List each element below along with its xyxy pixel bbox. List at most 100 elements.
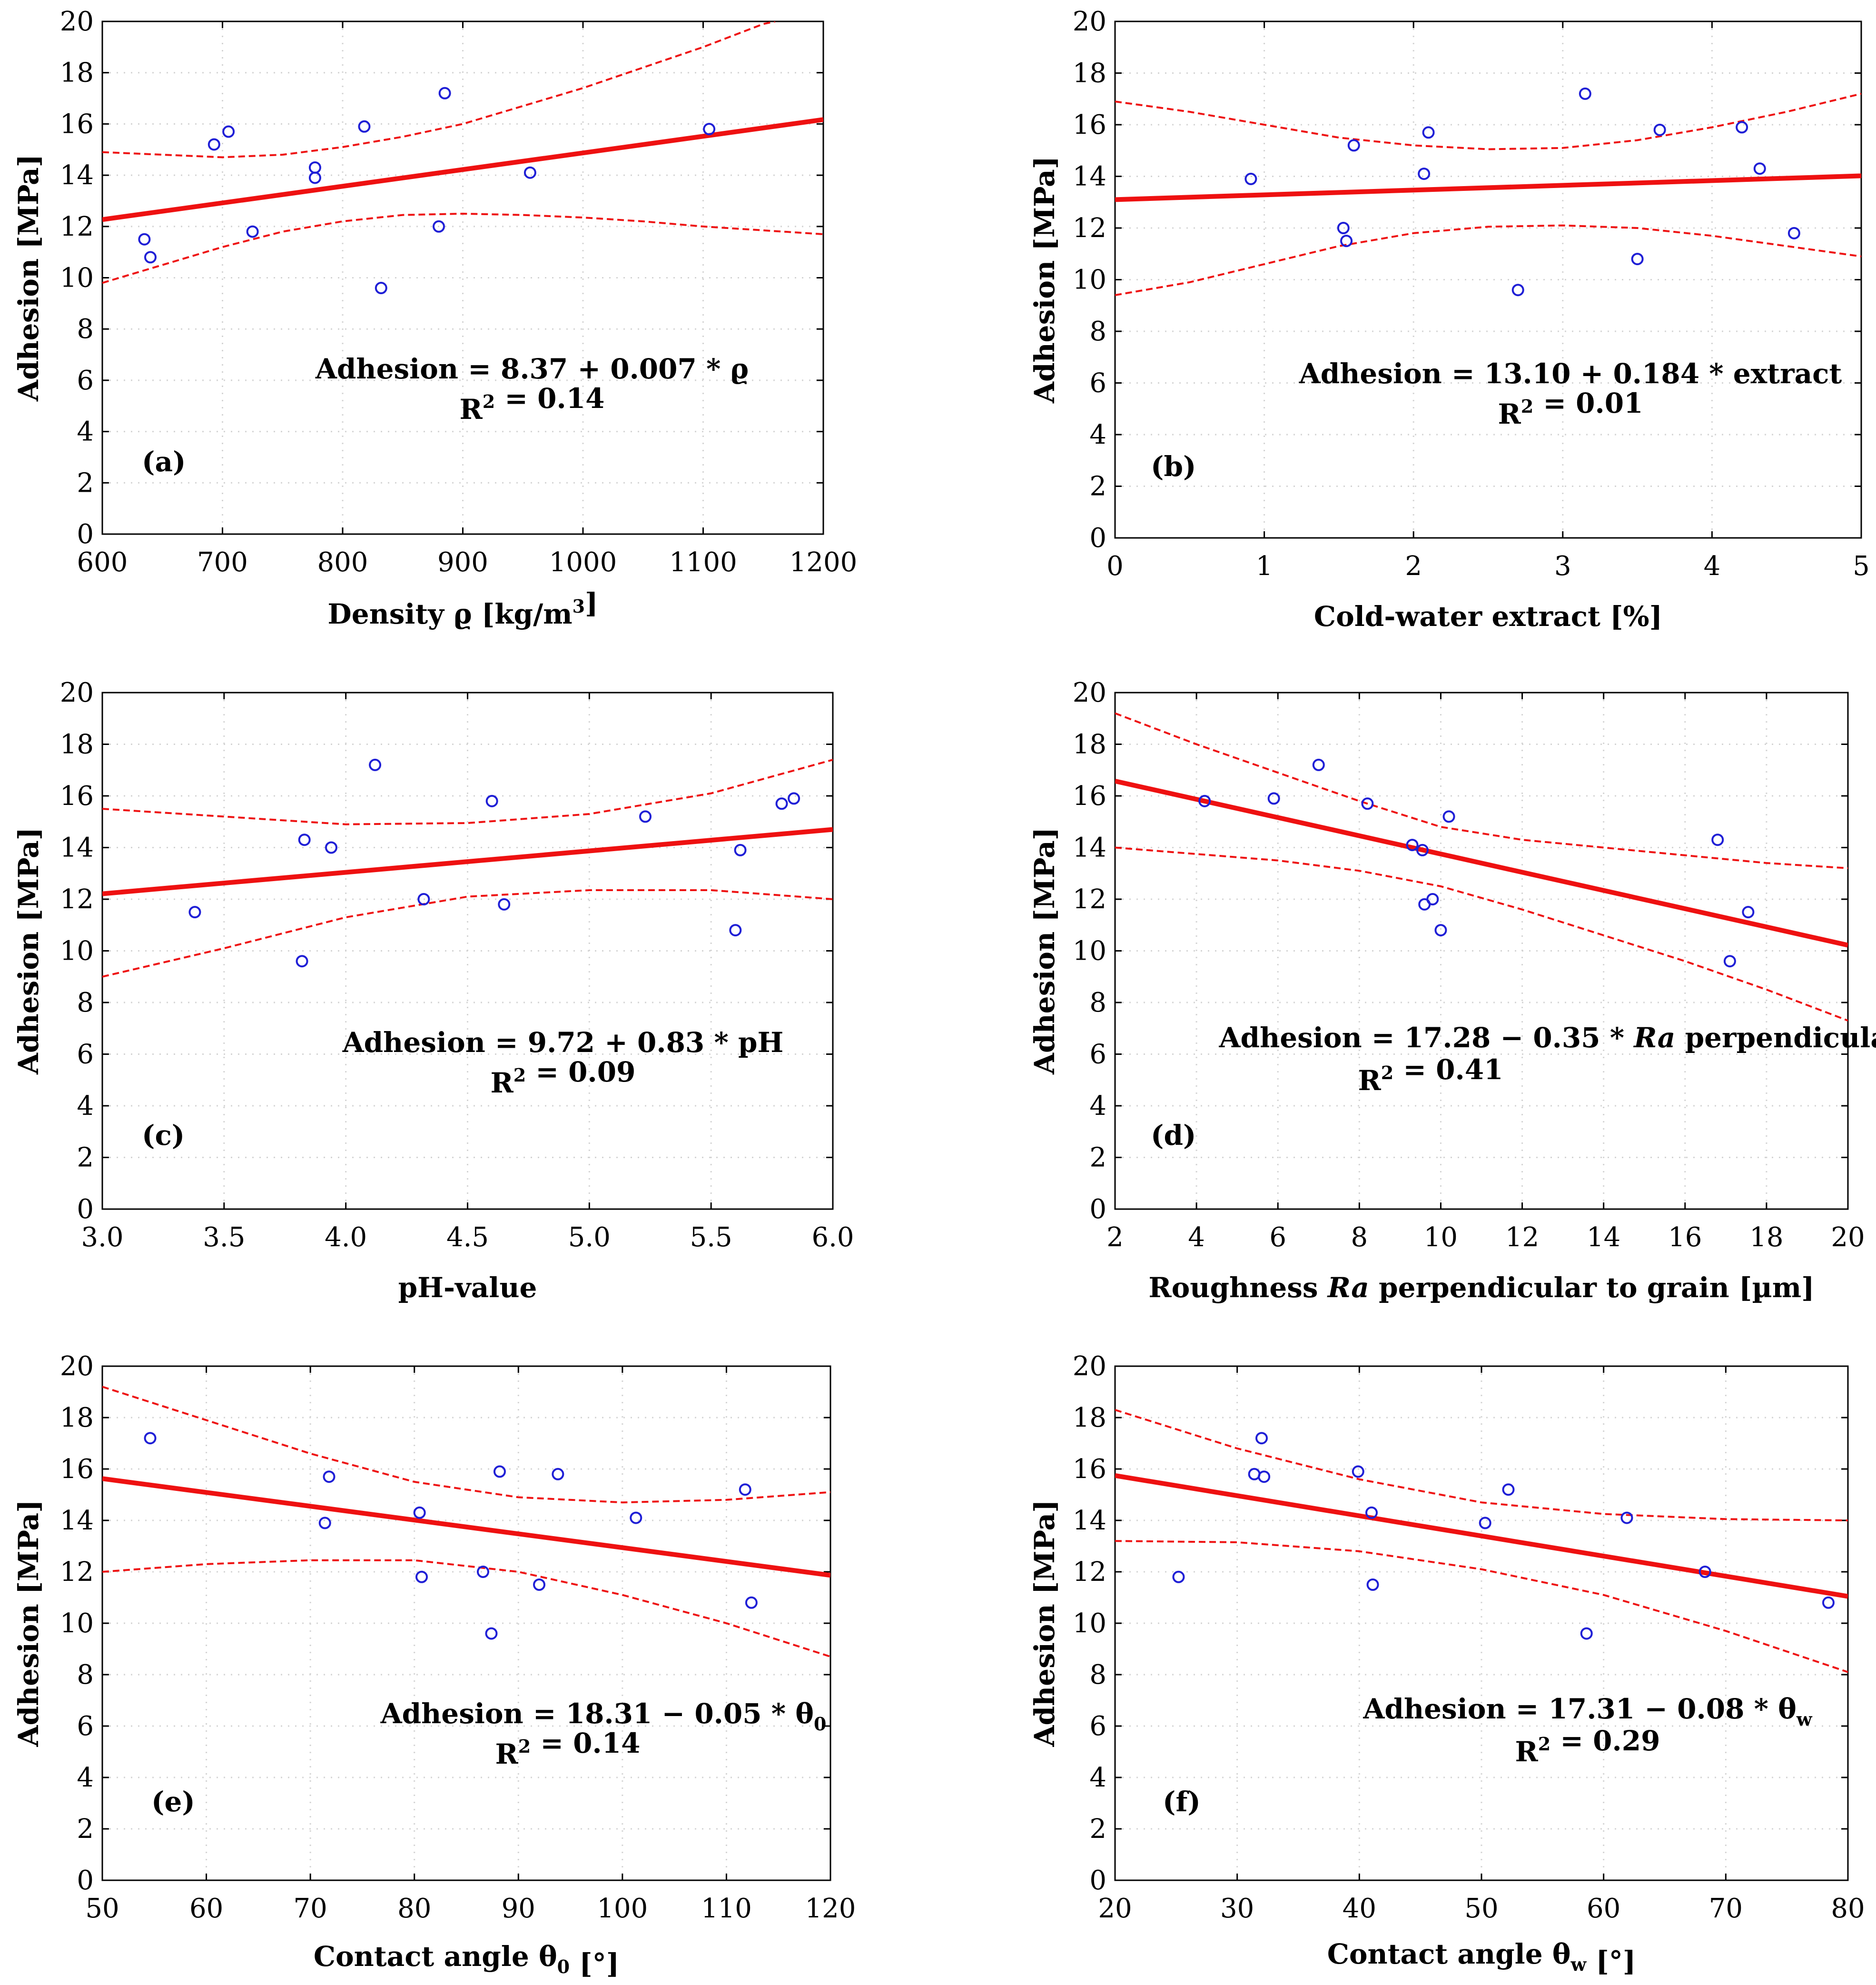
data-point (375, 282, 387, 295)
r-squared: R2 = 0.29 (1515, 1725, 1660, 1768)
x-tick-label: 70 (294, 1893, 327, 1924)
y-tick-label: 20 (1073, 677, 1106, 708)
x-tick-label: 30 (1220, 1893, 1254, 1924)
y-axis-title: Adhesion [MPa] (12, 827, 45, 1075)
y-tick-label: 6 (77, 365, 94, 396)
data-point (308, 161, 321, 174)
data-point (296, 955, 308, 968)
y-tick-label: 18 (1073, 1402, 1106, 1433)
y-tick-label: 16 (1073, 781, 1106, 812)
x-tick-label: 900 (437, 547, 488, 578)
x-tick-label: 60 (189, 1893, 223, 1924)
panel-label: (e) (151, 1786, 195, 1818)
data-point (1352, 1465, 1364, 1478)
x-tick-label: 4 (1188, 1222, 1205, 1253)
y-tick-label: 18 (60, 1402, 94, 1433)
y-tick-label: 20 (1073, 6, 1106, 37)
data-point (318, 1517, 331, 1529)
data-point (703, 123, 716, 136)
data-point (1258, 1470, 1271, 1483)
chart-panel-1: 0 2 4 6 8 10 12 14 16 18 20 600 700 800 900 1000 1100 120… (12, 6, 857, 630)
r-squared: R2 = 0.41 (1358, 1053, 1503, 1097)
confidence-band-upper (102, 21, 776, 159)
y-tick-label: 4 (1089, 1762, 1106, 1793)
data-point (1736, 121, 1748, 134)
data-point (1365, 1506, 1378, 1519)
data-point (1267, 792, 1280, 805)
x-tick-label: 70 (1709, 1893, 1743, 1924)
data-point (1312, 758, 1325, 771)
plot-area (102, 1386, 830, 1658)
panel-label: (b) (1151, 450, 1196, 483)
x-tick-label: 700 (197, 547, 248, 578)
y-axis-title: Adhesion [MPa] (12, 154, 45, 402)
y-tick-label: 12 (1073, 884, 1106, 915)
data-point (734, 844, 747, 856)
data-point (485, 794, 498, 807)
data-point (1787, 227, 1800, 239)
data-point (1172, 1570, 1185, 1583)
data-point (1347, 139, 1360, 152)
confidence-band-upper (102, 1386, 830, 1504)
x-tick-label: 4.0 (325, 1222, 367, 1253)
regression-equation: Adhesion = 8.37 + 0.007 * ϱ (315, 353, 749, 385)
x-tick-label: 90 (502, 1893, 535, 1924)
confidence-band-upper (1115, 1409, 1848, 1521)
data-point (476, 1566, 489, 1578)
data-point (1711, 834, 1724, 846)
data-point (144, 251, 157, 264)
data-point (745, 1596, 758, 1609)
y-tick-label: 18 (1073, 729, 1106, 760)
y-tick-label: 20 (60, 1351, 94, 1382)
y-tick-label: 4 (77, 1091, 94, 1122)
x-tick-label: 50 (1464, 1893, 1498, 1924)
y-tick-label: 16 (60, 1454, 94, 1485)
x-tick-label: 5.0 (568, 1222, 611, 1253)
x-tick-label: 600 (77, 547, 128, 578)
y-tick-label: 16 (1073, 109, 1106, 140)
data-point (493, 1465, 506, 1478)
regression-equation: Adhesion = 17.31 − 0.08 * θw (1363, 1693, 1812, 1730)
r-squared: R2 = 0.14 (460, 382, 605, 426)
x-tick-label: 10 (1424, 1222, 1458, 1253)
y-tick-label: 14 (1073, 1505, 1106, 1536)
panel-label: (c) (142, 1119, 185, 1151)
data-point (433, 220, 445, 233)
y-tick-label: 16 (1073, 1454, 1106, 1485)
data-point (138, 233, 151, 246)
y-tick-label: 12 (60, 1557, 94, 1588)
data-point (523, 166, 536, 179)
y-tick-label: 20 (60, 6, 94, 37)
data-point (630, 1511, 642, 1524)
y-axis-title: Adhesion [MPa] (1028, 1499, 1061, 1747)
x-tick-label: 110 (701, 1893, 752, 1924)
confidence-band-upper (1115, 712, 1848, 869)
y-tick-label: 8 (1089, 1659, 1106, 1690)
y-tick-label: 2 (77, 1142, 94, 1173)
confidence-band-lower (102, 1559, 830, 1658)
x-tick-label: 0 (1106, 551, 1124, 582)
y-tick-label: 10 (1073, 265, 1106, 296)
y-axis-title: Adhesion [MPa] (12, 1499, 45, 1747)
x-axis-title: Cold-water extract [%] (1314, 600, 1662, 633)
data-point (207, 138, 220, 151)
y-tick-label: 2 (1089, 1814, 1106, 1845)
data-point (413, 1506, 426, 1519)
data-point (1416, 844, 1429, 856)
y-tick-label: 6 (1089, 368, 1106, 399)
y-tick-label: 12 (60, 211, 94, 242)
data-point (1631, 253, 1644, 266)
x-axis-title: Contact angle θw [°] (1327, 1938, 1636, 1977)
data-point (246, 225, 259, 238)
y-tick-label: 12 (60, 884, 94, 915)
y-tick-label: 0 (77, 519, 94, 550)
data-point (1511, 284, 1524, 297)
chart-panel-3: 0 2 4 6 8 10 12 14 16 18 20 3.0 3.5 4.0 4.5 5.0 5.5 6.0 Ad… (12, 677, 854, 1304)
y-tick-label: 10 (60, 263, 94, 294)
data-point (1198, 794, 1211, 807)
y-tick-label: 20 (1073, 1351, 1106, 1382)
y-tick-label: 10 (1073, 1608, 1106, 1639)
y-tick-label: 6 (77, 1039, 94, 1070)
data-point (1244, 172, 1257, 185)
